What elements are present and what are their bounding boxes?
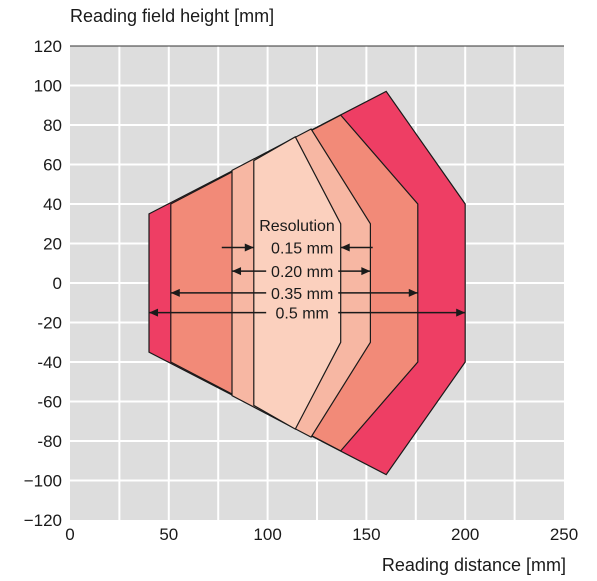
arrow-head bbox=[232, 267, 242, 276]
y-tick-label: 80 bbox=[43, 116, 62, 135]
resolution-regions bbox=[148, 90, 466, 476]
y-tick-label: 100 bbox=[34, 77, 62, 96]
region-0-15-mm bbox=[253, 135, 342, 430]
arrow-head bbox=[149, 308, 159, 317]
arrow-head bbox=[170, 288, 180, 297]
x-tick-label: 150 bbox=[352, 525, 380, 544]
x-tick-label: 50 bbox=[159, 525, 178, 544]
resolution-title: Resolution bbox=[259, 218, 335, 235]
y-tick-label: 0 bbox=[53, 274, 62, 293]
y-tick-label: 60 bbox=[43, 156, 62, 175]
y-tick-label: 120 bbox=[34, 37, 62, 56]
y-tick-label: -20 bbox=[37, 314, 62, 333]
y-tick-label: 20 bbox=[43, 235, 62, 254]
tick-labels: 0 50 100 150 200 250 −120 −100 -80 -60 -40 -20 0 20 40… bbox=[24, 37, 578, 544]
resolution-label: 0.5 mm bbox=[276, 306, 329, 323]
x-tick-label: 100 bbox=[253, 525, 281, 544]
resolution-label: 0.35 mm bbox=[271, 286, 333, 303]
arrow-head bbox=[456, 308, 466, 317]
resolution-label: 0.20 mm bbox=[271, 264, 333, 281]
y-tick-label: 40 bbox=[43, 195, 62, 214]
arrow-head bbox=[408, 288, 418, 297]
x-tick-label: 0 bbox=[65, 525, 74, 544]
x-axis-title: Reading distance [mm] bbox=[382, 555, 566, 575]
y-tick-label: -80 bbox=[37, 432, 62, 451]
x-tick-label: 200 bbox=[451, 525, 479, 544]
arrow-head bbox=[361, 267, 371, 276]
y-tick-label: -40 bbox=[37, 353, 62, 372]
y-tick-label: −120 bbox=[24, 511, 62, 530]
y-tick-label: -60 bbox=[37, 393, 62, 412]
y-tick-label: −100 bbox=[24, 472, 62, 491]
arrow-head bbox=[244, 243, 254, 252]
resolution-label: 0.15 mm bbox=[271, 240, 333, 257]
resolution-arrows: 0.15 mm 0.20 mm 0.35 mm 0.5 mm bbox=[149, 240, 466, 323]
x-tick-label: 250 bbox=[550, 525, 578, 544]
y-axis-title: Reading field height [mm] bbox=[70, 6, 274, 26]
arrow-head bbox=[340, 243, 350, 252]
